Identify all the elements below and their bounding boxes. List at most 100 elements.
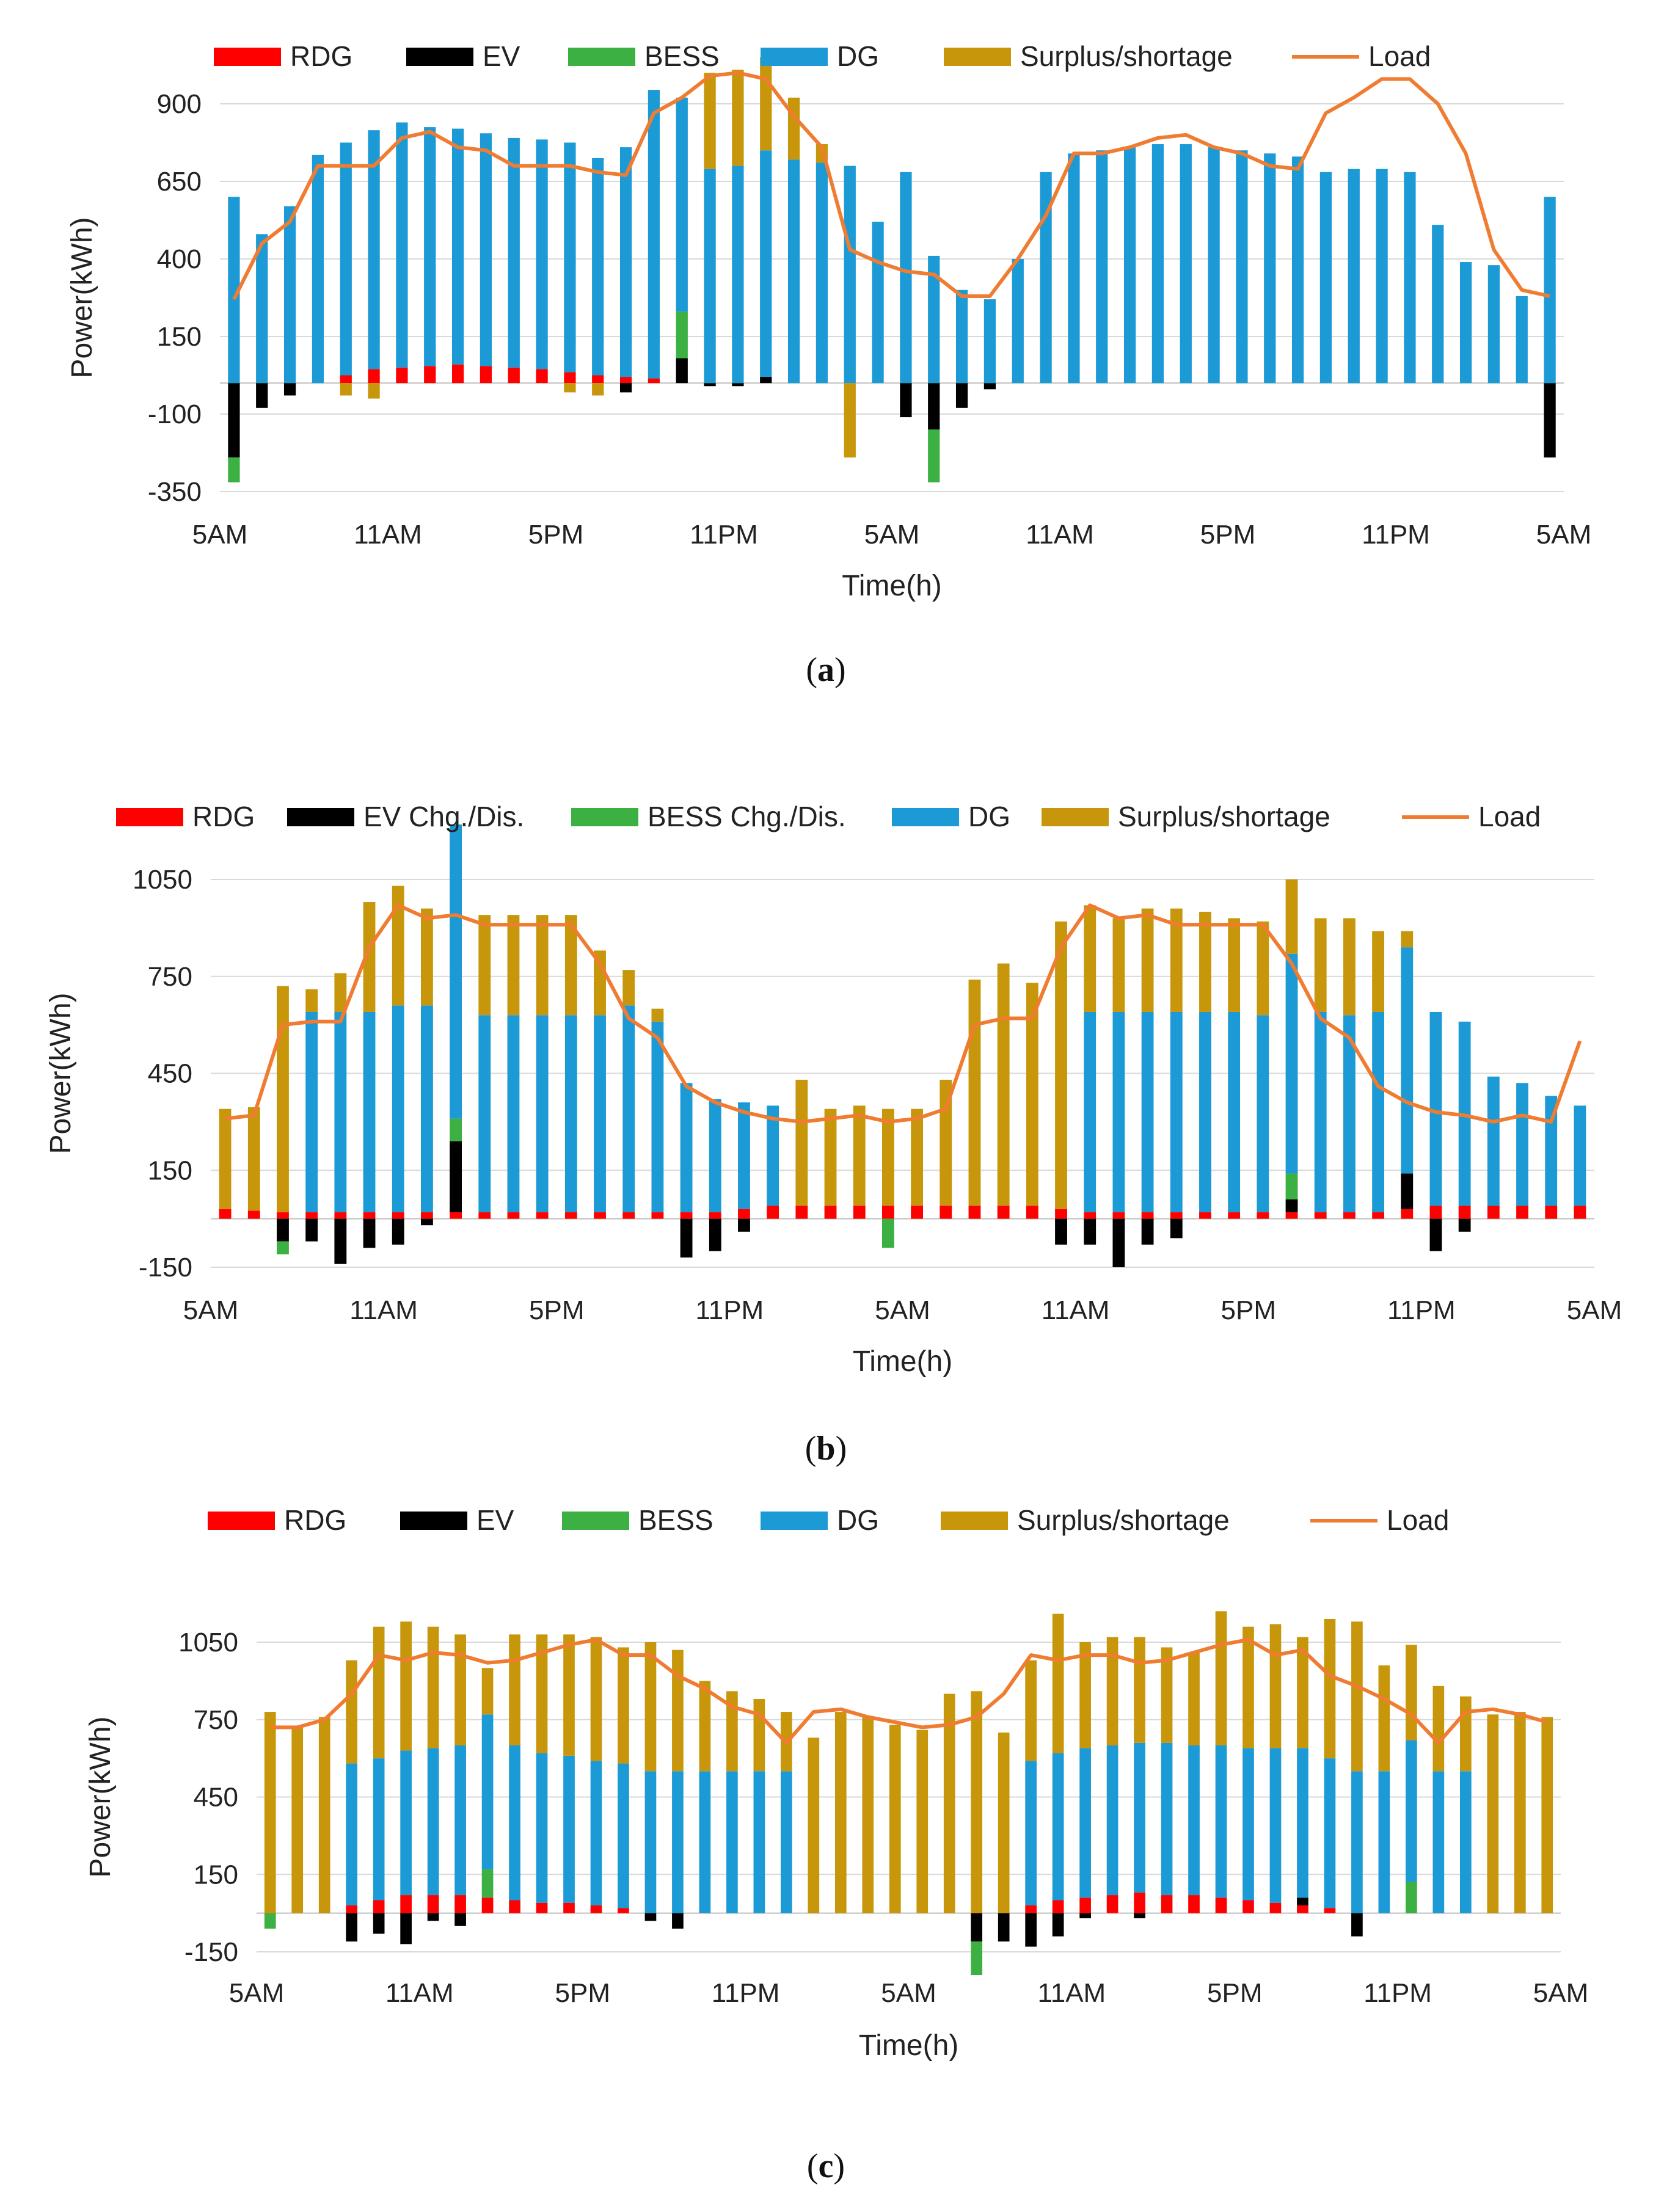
y-axis-title: Power(kWh) [66,217,98,378]
bar-surplus [363,902,376,1012]
x-tick-label: 5AM [875,1295,930,1325]
bar-dg [509,1745,520,1901]
legend-label: RDG [284,1504,346,1536]
bar-ev [346,1913,358,1942]
bar-dg [1161,1742,1173,1896]
y-tick-label: 750 [148,962,192,992]
bar-ev [971,1913,983,1942]
bar-rdg [277,1212,289,1219]
chart-panel-a: 900 650 400 150 -100 -350 5AM 11AM 5PM 11PM 5AM 11A… [66,40,1591,689]
bar-surplus [1025,1660,1037,1761]
bar-rdg [795,1206,808,1219]
bar-dg [305,1011,318,1213]
bar-surplus [618,1647,629,1764]
bar-rdg [536,369,548,384]
bar-surplus [1141,908,1154,1012]
bar-rdg [1242,1900,1254,1913]
bar-ev [392,1218,404,1245]
x-tick-label: 5PM [1207,1978,1262,2008]
y-tick-label: 400 [157,244,202,274]
bar-dg [564,1015,577,1213]
bar-dg [900,172,912,384]
bar-dg [699,1771,711,1913]
bar-bess [228,457,240,482]
bar-rdg [396,367,408,384]
chart-panel-b: 1050 750 450 150 -150 5AM 11AM 5PM 11PM 5AM 11AM 5P… [45,801,1622,1468]
bar-dg [1432,225,1444,384]
bar-surplus [1055,921,1067,1209]
legend-swatch [116,808,183,826]
bar-rdg [507,1212,520,1219]
bar-dg [1170,1011,1183,1213]
bar-rdg [1134,1892,1145,1913]
bar-surplus [881,1108,894,1206]
bar-dg [1314,1011,1327,1213]
x-tick-label: 5AM [881,1978,936,2008]
y-tick-label: 150 [148,1155,192,1185]
bar-rdg [619,377,632,384]
bar-surplus [760,57,772,151]
bar-surplus [1285,879,1298,954]
x-tick-label: 5AM [192,520,247,550]
y-axis-title: Power(kWh) [84,1716,117,1877]
bar-rdg [451,364,464,384]
bar-bess [450,1118,462,1141]
bar-surplus [853,1105,866,1206]
bar-bess [676,311,688,358]
bar-dg [1487,265,1500,384]
bar-dg [1106,1745,1118,1896]
bar-dg [1487,1076,1500,1206]
bar-ev [373,1913,385,1934]
legend-swatch [892,808,959,826]
bar-dg [592,158,604,376]
bar-dg [481,1714,494,1869]
x-tick-label: 5PM [1200,520,1255,550]
bar-surplus [1541,1717,1553,1913]
legend-label: RDG [290,40,352,72]
bar-dg [738,1102,750,1209]
bar-dg [363,1011,376,1213]
bar-rdg [536,1212,549,1219]
bar-surplus [704,73,716,169]
bar-surplus [1161,1647,1173,1743]
bar-dg [955,289,968,384]
legend-swatch [214,48,281,66]
bar-ev [1055,1218,1067,1245]
bar-rdg [373,1900,385,1913]
bar-ev [363,1218,376,1248]
legend-label: Load [1368,40,1431,72]
bar-rdg [478,1212,491,1219]
bar-surplus [644,1642,657,1772]
bar-dg [1188,1745,1200,1896]
bar-dg [1040,172,1052,384]
bar-dg [396,122,408,368]
bar-ev [1112,1218,1125,1267]
bar-dg [1378,1771,1390,1913]
bar-rdg [509,1900,520,1913]
bar-dg [536,139,548,369]
bar-surplus [1242,1626,1254,1748]
bar-dg [872,222,884,384]
bar-rdg [1487,1206,1500,1219]
bar-dg [334,1011,347,1213]
bar-dg [508,137,520,368]
bar-surplus [808,1737,820,1913]
legend-swatch [400,1512,467,1530]
bar-surplus [1514,1712,1526,1913]
bar-surplus [536,1634,548,1753]
bar-rdg [618,1908,629,1913]
bar-ev [1052,1913,1064,1937]
bar-rdg [450,1212,462,1219]
bar-dg [1180,144,1192,384]
bar-surplus [392,886,404,1006]
bar-ev [283,383,296,396]
bar-surplus [346,1660,358,1764]
y-tick-label: 450 [148,1059,192,1089]
bar-ev [1429,1218,1442,1251]
bar-rdg [1215,1897,1227,1913]
bar-dg [507,1015,520,1213]
bar-surplus [998,1732,1010,1913]
bar-surplus [1112,918,1125,1012]
bar-surplus [1372,931,1385,1012]
legend-label: BESS [638,1504,713,1536]
